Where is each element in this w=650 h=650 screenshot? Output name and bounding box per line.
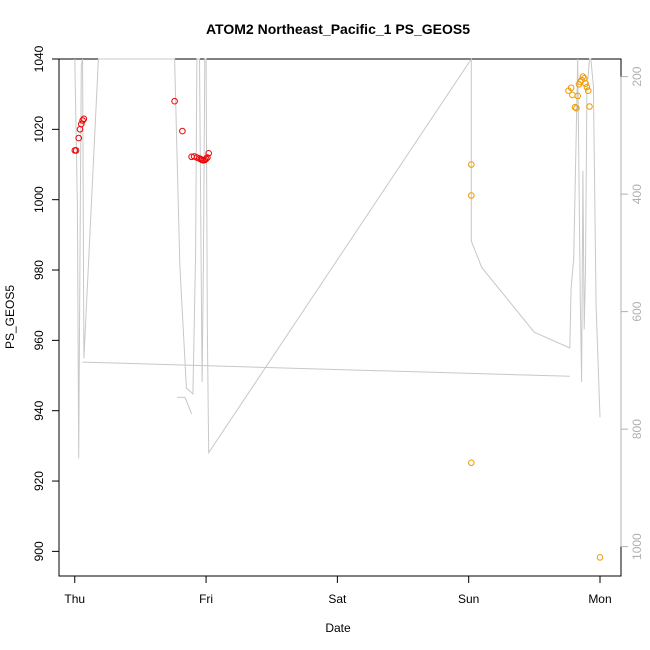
series-0-point-18 [204, 154, 211, 161]
series-1-point-2 [468, 459, 475, 467]
y-tick-label: 920 [32, 471, 46, 491]
y-tick-label: 1020 [32, 116, 46, 143]
x-tick-label: Sun [458, 592, 479, 606]
x-tick-label: Fri [199, 592, 213, 606]
series-0-point-5 [79, 117, 86, 124]
series-1-point-14 [582, 80, 589, 87]
series-0-point-3 [76, 126, 84, 133]
series-0-point-17 [202, 155, 210, 163]
data-points [71, 73, 604, 561]
y-tick-label: 900 [32, 541, 46, 561]
series-1-point-4 [567, 84, 575, 92]
series-1-point-12 [579, 73, 587, 80]
y-tick-label: 1040 [32, 45, 46, 72]
y2-tick-label: 800 [630, 419, 644, 439]
y2-tick-label: 600 [630, 301, 644, 321]
series-1-point-15 [583, 83, 591, 91]
altitude-line-4 [177, 396, 193, 415]
y-tick-label: 940 [32, 400, 46, 420]
y-axis-left: 900 920 940 960 980 1000 1020 1040 [32, 45, 60, 561]
series-1-point-16 [584, 87, 592, 94]
series-1-point-17 [586, 103, 593, 110]
series-0-point-7 [171, 97, 178, 105]
series-0-point-6 [80, 115, 88, 123]
series-0-point-2 [75, 134, 82, 142]
y-tick-label: 980 [32, 260, 46, 280]
altitude-line-2 [74, 57, 601, 459]
y2-tick-label: 200 [630, 66, 644, 86]
series-0-point-1 [72, 147, 80, 154]
series-1-point-8 [574, 92, 582, 100]
x-tick-label: Mon [588, 592, 611, 606]
x-axis-label: Date [325, 621, 351, 635]
y2-tick-label: 400 [630, 184, 644, 204]
x-tick-label: Thu [64, 592, 85, 606]
y-axis-right: 200 400 600 800 1000 [620, 66, 644, 560]
series-1-point-7 [573, 104, 580, 112]
series-1-point-6 [571, 103, 579, 111]
series-1-point-18 [596, 554, 604, 561]
series-0-point-8 [179, 127, 186, 135]
y-tick-label: 1000 [32, 186, 46, 213]
series-0-point-19 [205, 150, 212, 157]
plot-frame [58, 58, 622, 577]
altitude-line-3 [82, 361, 570, 377]
x-tick-label: Sat [328, 592, 347, 606]
y2-tick-label: 1000 [630, 533, 644, 560]
chart-title: ATOM2 Northeast_Pacific_1 PS_GEOS5 [206, 21, 470, 37]
x-axis: Thu Fri Sat Sun Mon [64, 575, 612, 606]
series-1-point-5 [569, 91, 576, 99]
y-axis-label: PS_GEOS5 [3, 285, 17, 349]
series-0-point-4 [78, 120, 85, 128]
y-tick-label: 960 [32, 330, 46, 350]
series-1-point-0 [468, 161, 475, 168]
series-1-point-1 [468, 192, 475, 199]
altitude-lines [74, 57, 601, 459]
